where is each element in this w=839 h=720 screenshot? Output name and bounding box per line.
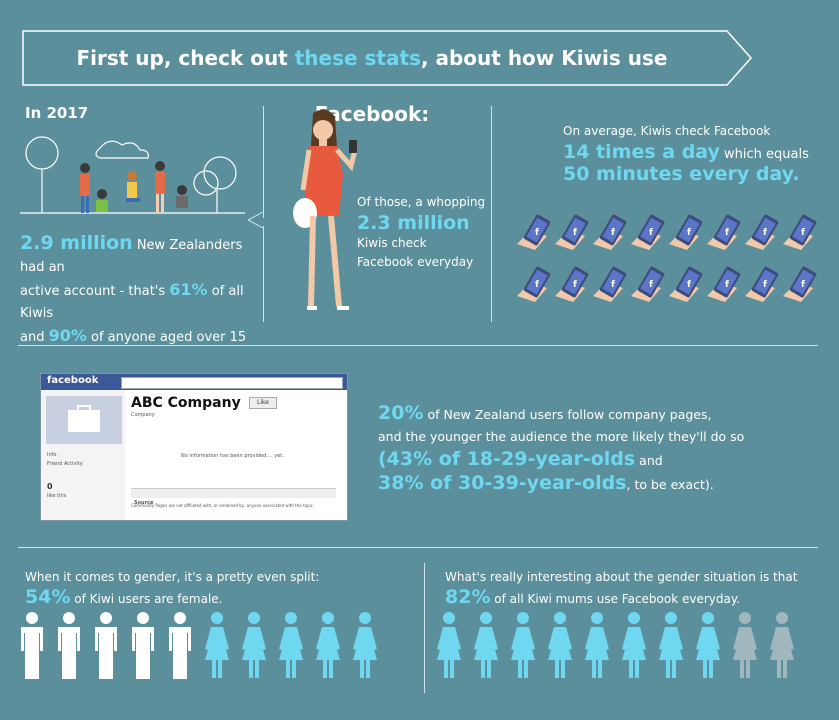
svg-text:f: f: [801, 228, 805, 238]
fb-side-info: Info: [47, 452, 57, 458]
divider-vertical-2: [491, 106, 492, 322]
facebook-page-mockup: facebook Info Friend Activity 0 like thi…: [40, 373, 348, 521]
phone-hand-icon: f: [745, 266, 779, 302]
female-person-icon: [242, 612, 266, 678]
phone-hand-icon: f: [555, 214, 589, 250]
phone-hand-icon: f: [631, 266, 665, 302]
female-person-icon: [353, 612, 377, 678]
svg-text:f: f: [801, 280, 805, 290]
stat-check-frequency: On average, Kiwis check Facebook 14 time…: [563, 124, 809, 185]
female-person-icon-grey: [733, 612, 757, 678]
fb-search-box: [121, 377, 343, 389]
male-person-icon: [95, 612, 117, 679]
svg-text:f: f: [611, 228, 615, 238]
phone-hand-icon: f: [783, 214, 817, 250]
female-person-icon: [437, 612, 461, 678]
phone-hand-icon: f: [631, 214, 665, 250]
svg-text:f: f: [763, 280, 767, 290]
svg-text:f: f: [573, 280, 577, 290]
banner-frame: [22, 30, 752, 86]
phone-hand-icon: f: [593, 266, 627, 302]
fb-side-like: like this: [47, 493, 67, 499]
svg-text:f: f: [649, 228, 653, 238]
fb-side-friend: Friend Activity: [47, 461, 83, 467]
fb-company-sub: Company: [131, 412, 155, 418]
female-person-icon: [622, 612, 646, 678]
female-person-icon: [511, 612, 535, 678]
svg-text:f: f: [649, 280, 653, 290]
svg-text:f: f: [687, 228, 691, 238]
svg-text:f: f: [535, 280, 539, 290]
fb-company-name: ABC Company: [131, 395, 241, 411]
female-person-icon: [474, 612, 498, 678]
stat-mums: What's really interesting about the gend…: [445, 570, 798, 608]
male-person-icon: [58, 612, 80, 679]
male-person-icon: [21, 612, 43, 679]
svg-text:f: f: [725, 228, 729, 238]
phone-hand-icon: f: [669, 266, 703, 302]
phone-hand-icon: f: [783, 266, 817, 302]
female-person-icon: [279, 612, 303, 678]
fb-topbar: facebook: [41, 374, 347, 390]
svg-text:f: f: [573, 228, 577, 238]
fb-sidebar: Info Friend Activity 0 like this: [41, 390, 125, 520]
divider-horizontal-1: [18, 345, 818, 346]
divider-vertical-3: [424, 563, 425, 693]
svg-text:f: f: [611, 280, 615, 290]
male-person-icon: [169, 612, 191, 679]
stat-accounts: 2.9 million New Zealanders had an active…: [20, 232, 247, 345]
svg-text:f: f: [535, 228, 539, 238]
fb-side-count: 0: [47, 482, 53, 491]
female-person-icon: [659, 612, 683, 678]
banner-title: First up, check out these stats, about h…: [76, 46, 668, 126]
stat-gender-split: When it comes to gender, it's a pretty e…: [25, 570, 320, 608]
divider-notch: [248, 212, 264, 228]
fb-noinfo: No information has been provided.... yet…: [181, 453, 284, 459]
year-label: In 2017: [25, 104, 89, 122]
svg-text:f: f: [725, 280, 729, 290]
phone-hand-icon: f: [745, 214, 779, 250]
phone-hand-icon: f: [517, 266, 551, 302]
female-person-icon: [585, 612, 609, 678]
divider-vertical-1b: [263, 226, 264, 322]
phone-hands-grid: f f f f f f f f f f f f f f f f: [517, 214, 817, 302]
phone-hand-icon: f: [593, 214, 627, 250]
female-person-icon: [696, 612, 720, 678]
fb-like-button: Like: [249, 397, 277, 409]
people-park-illustration: [20, 136, 245, 214]
fb-source-bar: Source: [131, 488, 336, 506]
phone-hand-icon: f: [517, 214, 551, 250]
female-person-icon: [205, 612, 229, 678]
gender-right-icons: [437, 612, 794, 678]
woman-with-phone-illustration: [293, 109, 358, 310]
gender-left-icons: [21, 612, 377, 679]
svg-text:f: f: [763, 228, 767, 238]
svg-text:f: f: [687, 280, 691, 290]
divider-horizontal-2: [18, 547, 818, 548]
stat-daily-users: Of those, a whopping 2.3 million Kiwis c…: [357, 195, 486, 269]
stat-company-pages: 20% of New Zealand users follow company …: [378, 402, 745, 494]
female-person-icon: [316, 612, 340, 678]
phone-hand-icon: f: [707, 214, 741, 250]
divider-vertical-1a: [263, 106, 264, 218]
phone-hand-icon: f: [669, 214, 703, 250]
phone-hand-icon: f: [707, 266, 741, 302]
briefcase-icon: [46, 396, 122, 444]
fb-disclaimer: Community Pages are not affiliated with,…: [131, 503, 315, 508]
female-person-icon-grey: [770, 612, 794, 678]
phone-hand-icon: f: [555, 266, 589, 302]
male-person-icon: [132, 612, 154, 679]
fb-logo: facebook: [47, 375, 99, 386]
female-person-icon: [548, 612, 572, 678]
